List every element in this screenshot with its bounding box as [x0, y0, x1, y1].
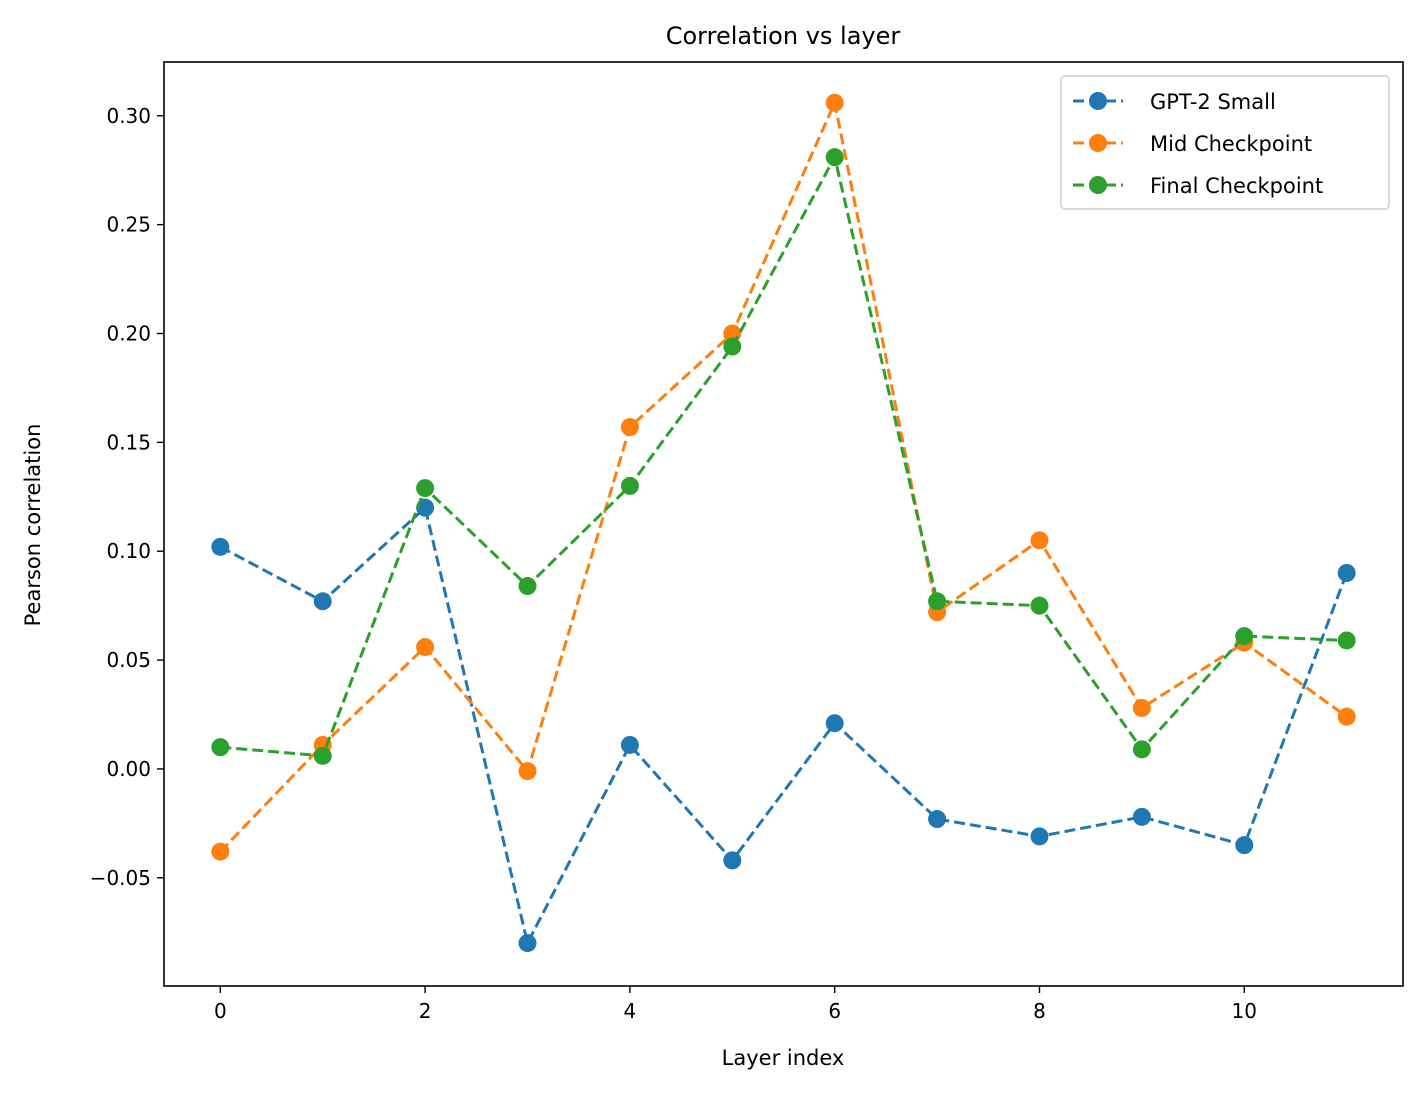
x-tick-label: 8 [1033, 999, 1046, 1023]
legend: GPT-2 Small Mid Checkpoint Final Checkpoin… [1060, 75, 1390, 210]
data-point [1337, 563, 1356, 582]
data-point [211, 842, 230, 861]
y-tick-label: 0.10 [106, 539, 151, 563]
legend-marker [1089, 134, 1107, 152]
data-point [1030, 531, 1049, 550]
x-tick-label: 6 [828, 999, 841, 1023]
data-point [416, 638, 435, 657]
y-tick-label: −0.05 [90, 866, 151, 890]
series-2 [211, 148, 1356, 765]
series-0 [211, 498, 1356, 953]
x-axis-label: Layer index [722, 1046, 845, 1070]
x-tick-label: 0 [214, 999, 227, 1023]
legend-label: Mid Checkpoint [1150, 132, 1312, 156]
y-tick-label: 0.30 [106, 104, 151, 128]
y-tick-label: 0.00 [106, 757, 151, 781]
series-layer [211, 93, 1356, 953]
data-point [1235, 627, 1254, 646]
legend-marker [1089, 176, 1107, 194]
legend-label: Final Checkpoint [1150, 174, 1323, 198]
x-tick-label: 2 [419, 999, 432, 1023]
legend-item: Mid Checkpoint [1073, 132, 1312, 156]
data-point [1132, 698, 1151, 717]
data-point [620, 418, 639, 437]
y-tick-label: 0.25 [106, 213, 151, 237]
data-point [1337, 707, 1356, 726]
plot-frame [163, 61, 1404, 987]
data-point [620, 476, 639, 495]
series-line [220, 152, 1347, 758]
legend-box [1060, 75, 1390, 210]
y-tick-label: 0.05 [106, 648, 151, 672]
y-axis-label: Pearson correlation [21, 424, 45, 627]
data-point [928, 592, 947, 611]
data-point [313, 746, 332, 765]
data-point [825, 714, 844, 733]
data-point [1030, 827, 1049, 846]
data-point [1132, 740, 1151, 759]
x-axis: 0 2 4 6 8 10 [214, 986, 1257, 1023]
data-point [518, 577, 537, 596]
legend-item: GPT-2 Small [1073, 90, 1276, 114]
data-point [928, 810, 947, 829]
data-point [518, 934, 537, 953]
data-point [1030, 596, 1049, 615]
y-axis: −0.05 0.00 0.05 0.10 0.15 0.20 0.25 0.30 [90, 104, 164, 890]
data-point [825, 93, 844, 112]
legend-marker [1089, 92, 1107, 110]
data-point [313, 592, 332, 611]
x-tick-label: 10 [1232, 999, 1257, 1023]
data-point [620, 735, 639, 754]
y-tick-label: 0.15 [106, 430, 151, 454]
data-point [211, 738, 230, 757]
data-point [825, 148, 844, 167]
data-point [723, 337, 742, 356]
y-tick-label: 0.20 [106, 321, 151, 345]
data-point [723, 851, 742, 870]
data-point [518, 762, 537, 781]
series-line [219, 504, 1349, 948]
plot-area [163, 61, 1404, 987]
data-point [211, 537, 230, 556]
legend-label: GPT-2 Small [1150, 90, 1276, 114]
chart-title: Correlation vs layer [666, 22, 901, 50]
data-point [1132, 807, 1151, 826]
data-point [1235, 836, 1254, 855]
series-line [219, 97, 1348, 853]
x-tick-label: 4 [624, 999, 637, 1023]
data-point [416, 479, 435, 498]
data-point [1337, 631, 1356, 650]
legend-item: Final Checkpoint [1073, 174, 1323, 198]
